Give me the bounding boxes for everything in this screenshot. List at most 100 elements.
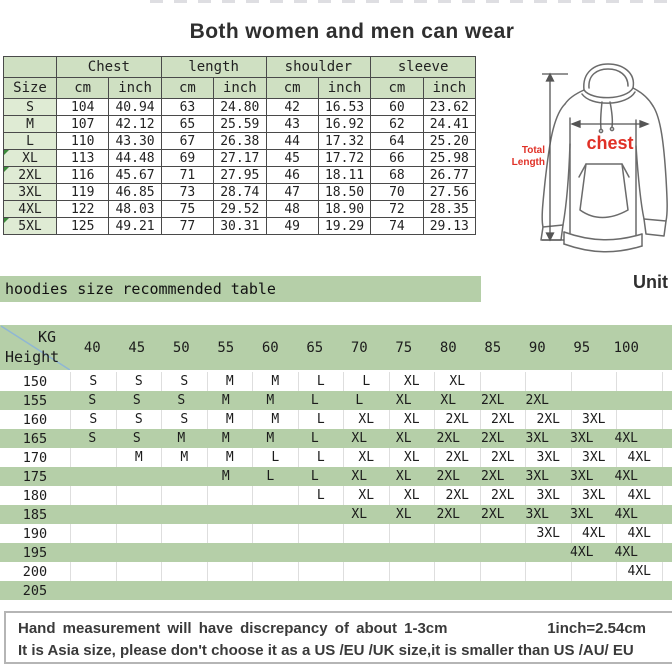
recommend-size-cell: L — [253, 448, 299, 467]
recommend-size-cell — [299, 562, 344, 581]
size-table-row: 5XL 125 49.21 77 30.31 49 19.29 74 29.13 — [3, 217, 477, 235]
unit-header-inch: inch — [317, 77, 372, 99]
recommend-size-cell — [115, 581, 160, 600]
hoodie-illustration: Total Length chest — [512, 63, 668, 253]
size-table-unit-row: Size cm inch cm inch cm inch cm inch — [3, 77, 477, 99]
recommend-size-cell — [159, 467, 204, 486]
asia-size-note: It is Asia size, please don't choose it … — [18, 642, 634, 659]
recommend-size-cell — [617, 410, 663, 429]
recommend-size-cell — [248, 543, 293, 562]
measure-cell: 45.67 — [108, 166, 162, 184]
recommend-row: 155 S S S M M L L XL XL 2XL 2XL — [0, 391, 672, 410]
recommend-size-cell: S — [132, 393, 141, 408]
size-cell: XL — [3, 149, 57, 167]
measure-cell: 122 — [55, 200, 110, 218]
hand-measurement-note: Hand measurement will have discrepancy o… — [18, 620, 448, 637]
group-header-shoulder: shoulder — [265, 56, 372, 78]
height-cell: 175 — [22, 468, 48, 485]
recommend-size-cell: L — [344, 372, 390, 391]
measure-cell: 42 — [265, 98, 319, 116]
measure-cell: 65 — [160, 115, 215, 133]
recommend-size-cell — [117, 562, 162, 581]
recommend-size-cell — [293, 505, 338, 524]
recommend-size-cell — [572, 562, 617, 581]
recommend-size-cell — [208, 562, 253, 581]
recommend-size-cell: 2XL — [481, 469, 505, 484]
recommend-size-cell — [435, 524, 481, 543]
unit-header-cm: cm — [265, 77, 319, 99]
measure-cell: 48.03 — [108, 200, 162, 218]
measure-cell: 63 — [160, 98, 215, 116]
recommend-row: 180 L XL XL 2XL 2XL 3XL 3XL 4XL — [0, 486, 672, 505]
recommend-size-cell: 4XL — [572, 524, 617, 543]
recommend-size-cell: M — [208, 410, 253, 429]
size-table-row: 2XL 116 45.67 71 27.95 46 18.11 68 26.77 — [3, 166, 477, 184]
recommend-row: 195 4XL 4XL — [0, 543, 672, 562]
size-table-row: 3XL 119 46.85 73 28.74 47 18.50 70 27.56 — [3, 183, 477, 201]
recommend-size-cell — [481, 372, 526, 391]
height-cell: 195 — [22, 544, 48, 561]
recommend-size-cell: 3XL — [525, 431, 549, 446]
recommend-row: 160 S S S M M L XL XL 2XL 2XL 2XL 3XL — [0, 410, 672, 429]
recommend-size-cell: XL — [344, 410, 390, 429]
size-table-body: S 104 40.94 63 24.80 42 16.53 60 23.62 M 107 42.12 6… — [3, 98, 477, 235]
recommend-size-cell — [115, 543, 160, 562]
measure-cell: 24.80 — [213, 98, 267, 116]
unit-header-cm: cm — [370, 77, 424, 99]
recommend-size-cell: S — [117, 410, 162, 429]
recommend-size-cell — [293, 543, 338, 562]
diagonal-divider — [0, 325, 70, 370]
height-cell: 200 — [0, 562, 71, 581]
height-cell: 160 — [0, 410, 71, 429]
recommend-size-cell — [344, 524, 390, 543]
recommend-size-cell — [293, 581, 338, 600]
group-header-chest: Chest — [56, 56, 162, 78]
recommend-size-cell: XL — [351, 507, 368, 522]
page-title: Both women and men can wear — [189, 20, 515, 43]
recommend-size-cell: XL — [440, 393, 457, 408]
size-table-row: 4XL 122 48.03 75 29.52 48 18.90 72 28.35 — [3, 200, 477, 218]
recommend-size-cell: XL — [395, 431, 412, 446]
height-cell: 190 — [0, 524, 71, 543]
recommend-size-cell: L — [310, 469, 319, 484]
recommend-size-cell: 4XL — [614, 507, 638, 522]
recommend-size-cell — [481, 562, 526, 581]
recommend-size-cell — [617, 372, 663, 391]
recommend-size-cell: L — [299, 372, 344, 391]
recommend-size-cell: 3XL — [525, 507, 549, 522]
recommend-size-cell: L — [310, 393, 319, 408]
recommend-size-cell: 2XL — [481, 410, 526, 429]
recommend-size-cell — [71, 486, 117, 505]
measure-cell: 25.59 — [213, 115, 267, 133]
recommend-size-cell — [560, 581, 605, 600]
measure-cell: 26.38 — [213, 132, 267, 150]
measure-cell: 18.50 — [317, 183, 372, 201]
weight-header-cell: 55 — [217, 339, 235, 356]
recommend-size-cell: XL — [351, 469, 368, 484]
recommend-size-cell: L — [266, 469, 275, 484]
size-cell: 2XL — [3, 166, 57, 184]
recommend-size-cell: 2XL — [481, 448, 526, 467]
recommend-row: 205 — [0, 581, 672, 600]
measure-cell: 49 — [265, 217, 319, 235]
recommend-size-cell — [253, 524, 299, 543]
measure-cell: 119 — [55, 183, 110, 201]
recommend-size-cell: 2XL — [481, 507, 505, 522]
recommend-size-cell: XL — [344, 486, 390, 505]
measure-cell: 44 — [265, 132, 319, 150]
measure-cell: 24.41 — [422, 115, 477, 133]
measure-cell: 43.30 — [108, 132, 162, 150]
recommend-size-cell: M — [221, 431, 230, 446]
height-cell: 170 — [0, 448, 71, 467]
measure-cell: 43 — [265, 115, 319, 133]
size-cell: 3XL — [3, 183, 57, 201]
recommend-size-cell — [117, 486, 162, 505]
measure-cell: 17.32 — [317, 132, 372, 150]
recommend-size-cell — [162, 486, 208, 505]
recommend-size-cell — [162, 562, 208, 581]
measure-cell: 28.74 — [213, 183, 267, 201]
recommend-size-cell: XL — [395, 507, 412, 522]
recommend-size-cell — [159, 543, 204, 562]
recommend-size-cell — [159, 505, 204, 524]
measure-cell: 46 — [265, 166, 319, 184]
